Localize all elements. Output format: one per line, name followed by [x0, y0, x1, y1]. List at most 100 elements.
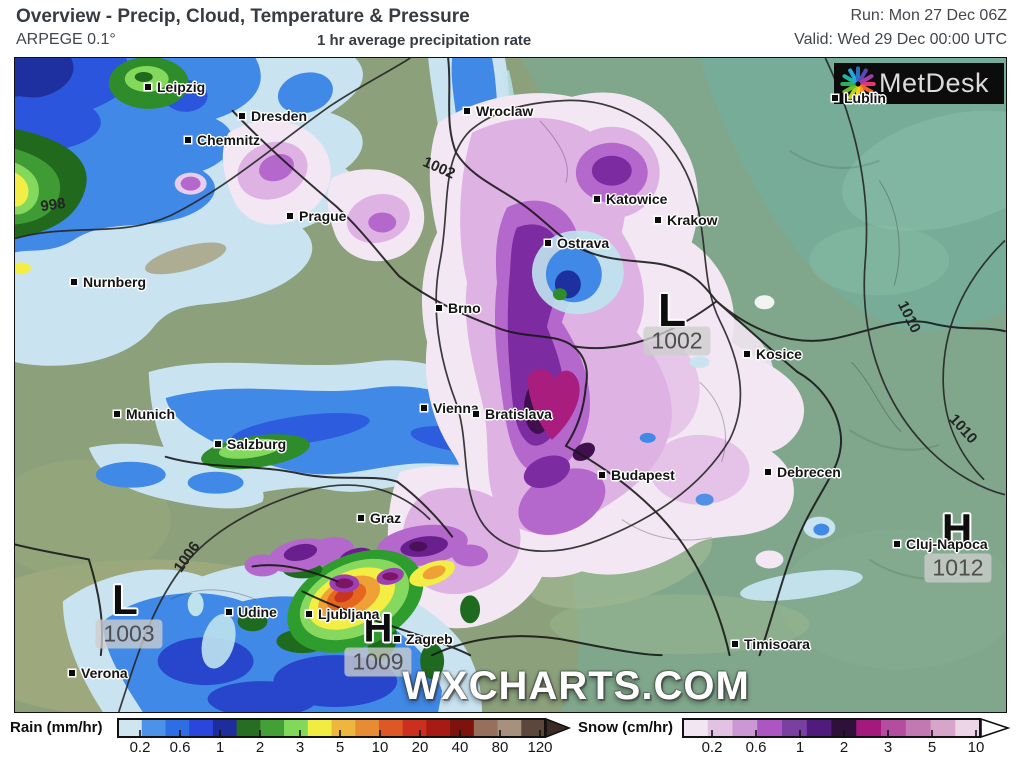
legend-tick-label: 0.2 [129, 739, 151, 756]
city-label: Wroclaw [476, 103, 534, 119]
city-marker-icon [744, 351, 750, 357]
city-marker-icon [732, 641, 738, 647]
legend-tick-label: 0.6 [169, 739, 191, 756]
city-label: Ostrava [557, 235, 610, 251]
city-lublin: Lublin [832, 90, 886, 106]
snow-legend-label: Snow (cm/hr) [578, 719, 674, 736]
city-marker-icon [185, 137, 191, 143]
city-label: Prague [299, 208, 347, 224]
city-marker-icon [464, 108, 470, 114]
pressure-value: 1009 [344, 647, 412, 677]
city-marker-icon [69, 670, 75, 676]
legend-tick-label: 40 [451, 739, 469, 756]
city-marker-icon [145, 84, 151, 90]
pressure-value: 1002 [643, 326, 711, 356]
legend-tick-label: 0.2 [701, 739, 723, 756]
run-time: Run: Mon 27 Dec 06Z [850, 7, 1007, 24]
valid-time: Valid: Wed 29 Dec 00:00 UTC [794, 31, 1007, 48]
city-label: Leipzig [157, 79, 206, 95]
legend-tick-label: 3 [883, 739, 893, 756]
legend-tick-label: 0.6 [745, 739, 767, 756]
city-marker-icon [215, 441, 221, 447]
watermark: WXCHARTS.COM [402, 664, 750, 708]
city-marker-icon [436, 305, 442, 311]
city-wroclaw: Wroclaw [464, 103, 533, 119]
city-marker-icon [765, 469, 771, 475]
metdesk-logo-text: MetDesk [879, 68, 990, 98]
rain-color-scale [117, 717, 572, 739]
city-salzburg: Salzburg [215, 436, 286, 452]
model-label: ARPEGE 0.1° [16, 31, 116, 48]
city-marker-icon [594, 196, 600, 202]
pressure-center-h-1012: H [941, 505, 973, 552]
page-title: Overview - Precip, Cloud, Temperature & … [16, 6, 470, 27]
subtitle: 1 hr average precipitation rate [317, 32, 532, 49]
city-katowice: Katowice [594, 191, 667, 207]
city-label: Cluj-Napoca [906, 536, 988, 552]
city-marker-icon [239, 113, 245, 119]
city-budapest: Budapest [599, 467, 675, 483]
city-brno: Brno [436, 300, 481, 316]
city-label: Bratislava [485, 406, 552, 422]
legend-tick-label: 3 [295, 739, 305, 756]
legend-tick-label: 80 [491, 739, 509, 756]
city-timisoara: Timisoara [732, 636, 810, 652]
city-cluj-napoca: Cluj-Napoca [894, 536, 988, 552]
city-ostrava: Ostrava [545, 235, 609, 251]
city-label: Munich [126, 406, 175, 422]
city-zagreb: Zagreb [394, 631, 453, 647]
city-graz: Graz [358, 510, 401, 526]
legend-tick-label: 20 [411, 739, 429, 756]
pressure-value: 1012 [924, 553, 992, 583]
city-marker-icon [287, 213, 293, 219]
city-label: Debrecen [777, 464, 841, 480]
city-label: Budapest [611, 467, 675, 483]
city-label: Lublin [844, 90, 886, 106]
city-label: Udine [238, 604, 277, 620]
weather-map: 998 1002 1006 1010 1010 L 1002 H 1012 L 1003 H 1009… [14, 57, 1007, 713]
pressure-value: 1003 [95, 619, 163, 649]
city-marker-icon [306, 611, 312, 617]
city-label: Timisoara [744, 636, 810, 652]
city-label: Verona [81, 665, 128, 681]
legend-tick-label: 10 [967, 739, 985, 756]
metdesk-pinwheel-icon [840, 65, 876, 102]
city-nurnberg: Nurnberg [71, 274, 146, 290]
city-label: Kosice [756, 346, 802, 362]
city-label: Vienna [433, 400, 479, 416]
city-kosice: Kosice [744, 346, 802, 362]
city-dresden: Dresden [239, 108, 307, 124]
city-label: Dresden [251, 108, 308, 124]
city-bratislava: Bratislava [473, 406, 552, 422]
city-marker-icon [655, 217, 661, 223]
city-label: Brno [448, 300, 481, 316]
city-marker-icon [226, 609, 232, 615]
rain-legend-label: Rain (mm/hr) [10, 719, 103, 736]
city-marker-icon [71, 279, 77, 285]
city-udine: Udine [226, 604, 277, 620]
city-marker-icon [473, 411, 479, 417]
city-vienna: Vienna [421, 400, 479, 416]
city-marker-icon [114, 411, 120, 417]
legend-tick-label: 120 [527, 739, 553, 756]
city-munich: Munich [114, 406, 175, 422]
city-label: Zagreb [406, 631, 453, 647]
city-label: Graz [370, 510, 402, 526]
legend-tick-label: 1 [795, 739, 805, 756]
city-chemnitz: Chemnitz [185, 132, 260, 148]
legend-tick-label: 5 [335, 739, 345, 756]
city-leipzig: Leipzig [145, 79, 205, 95]
map-graphics [15, 58, 1006, 712]
legend-tick-label: 2 [839, 739, 849, 756]
city-label: Katowice [606, 191, 668, 207]
city-debrecen: Debrecen [765, 464, 841, 480]
city-label: Chemnitz [197, 132, 260, 148]
city-label: Ljubljana [318, 606, 380, 622]
city-marker-icon [545, 240, 551, 246]
city-ljubljana: Ljubljana [306, 606, 379, 622]
legend-tick-label: 1 [215, 739, 225, 756]
city-marker-icon [894, 541, 900, 547]
city-label: Krakow [667, 212, 718, 228]
city-marker-icon [358, 515, 364, 521]
